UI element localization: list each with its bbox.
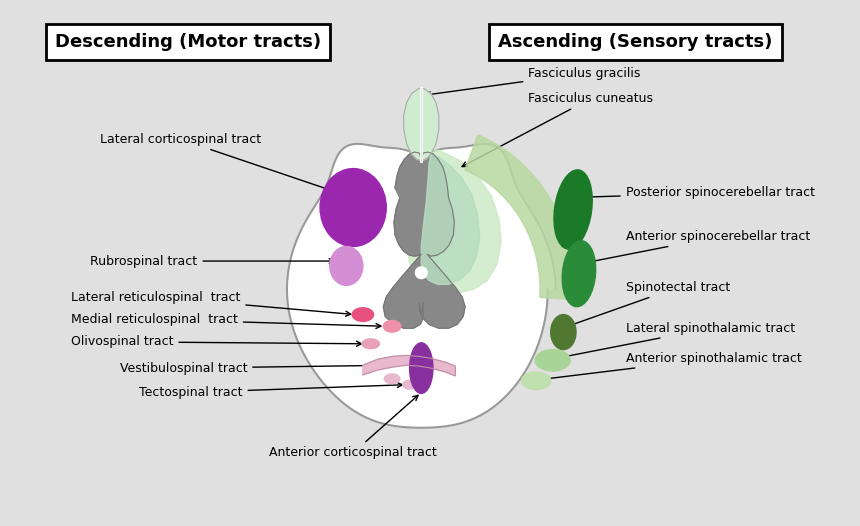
Text: Spinotectal tract: Spinotectal tract bbox=[563, 281, 730, 328]
Polygon shape bbox=[465, 135, 575, 300]
Ellipse shape bbox=[550, 315, 576, 350]
Circle shape bbox=[415, 267, 427, 279]
Text: Olivospinal tract: Olivospinal tract bbox=[71, 336, 361, 348]
Ellipse shape bbox=[329, 247, 363, 286]
Polygon shape bbox=[403, 88, 439, 161]
Polygon shape bbox=[363, 356, 455, 376]
Text: Fasciculus gracilis: Fasciculus gracilis bbox=[426, 67, 641, 97]
Polygon shape bbox=[421, 154, 480, 285]
Text: Anterior corticospinal tract: Anterior corticospinal tract bbox=[269, 396, 437, 459]
Polygon shape bbox=[287, 144, 556, 428]
Text: Fasciculus cuneatus: Fasciculus cuneatus bbox=[462, 92, 654, 167]
Text: Lateral corticospinal tract: Lateral corticospinal tract bbox=[100, 133, 349, 197]
Ellipse shape bbox=[409, 343, 433, 393]
Ellipse shape bbox=[535, 350, 570, 371]
Text: Vestibulospinal tract: Vestibulospinal tract bbox=[120, 361, 393, 375]
Text: Lateral reticulospinal  tract: Lateral reticulospinal tract bbox=[71, 290, 351, 316]
Text: Anterior spinocerebellar tract: Anterior spinocerebellar tract bbox=[574, 230, 810, 267]
Ellipse shape bbox=[562, 241, 596, 307]
Ellipse shape bbox=[353, 308, 373, 321]
Ellipse shape bbox=[554, 170, 593, 249]
Ellipse shape bbox=[384, 320, 401, 332]
Text: Anterior spinothalamic tract: Anterior spinothalamic tract bbox=[535, 352, 802, 382]
Ellipse shape bbox=[362, 339, 379, 349]
Text: Medial reticulospinal  tract: Medial reticulospinal tract bbox=[71, 313, 381, 328]
Ellipse shape bbox=[402, 380, 416, 389]
Text: Rubrospinal tract: Rubrospinal tract bbox=[90, 255, 335, 268]
Text: Posterior spinocerebellar tract: Posterior spinocerebellar tract bbox=[567, 186, 814, 200]
Text: Tectospinal tract: Tectospinal tract bbox=[139, 382, 402, 399]
Ellipse shape bbox=[521, 372, 550, 390]
Ellipse shape bbox=[384, 374, 400, 383]
Polygon shape bbox=[384, 152, 465, 328]
Text: Ascending (Sensory tracts): Ascending (Sensory tracts) bbox=[498, 33, 772, 51]
Text: Descending (Motor tracts): Descending (Motor tracts) bbox=[55, 33, 321, 51]
Text: Lateral spinothalamic tract: Lateral spinothalamic tract bbox=[550, 322, 795, 361]
Ellipse shape bbox=[320, 169, 386, 247]
Polygon shape bbox=[408, 145, 501, 293]
